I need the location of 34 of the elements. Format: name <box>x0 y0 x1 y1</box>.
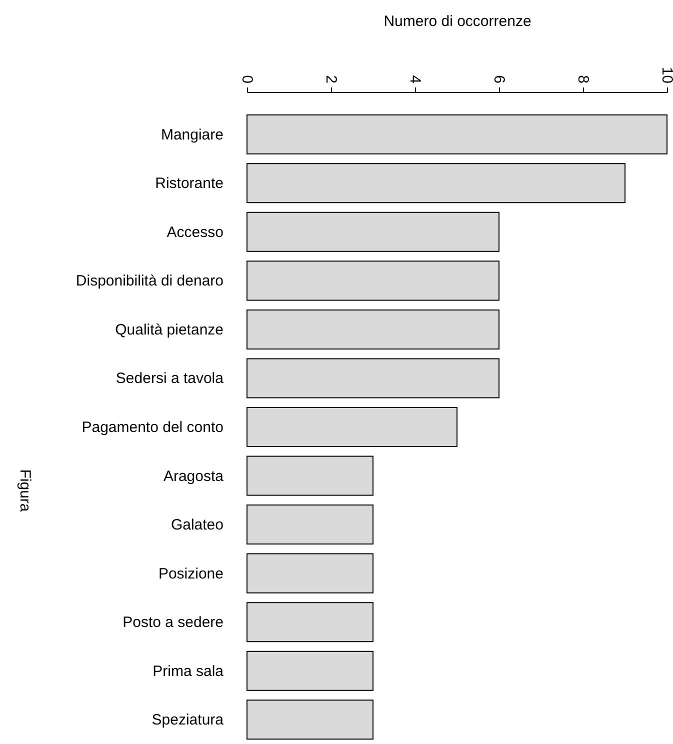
bar <box>246 212 500 252</box>
y-tick-label: Disponibilità di denaro <box>76 272 224 290</box>
y-tick-label: Speziatura <box>152 712 224 729</box>
y-tick-label: Aragosta <box>163 468 224 485</box>
bar <box>246 700 374 740</box>
bar <box>246 602 374 642</box>
x-tick-label: 8 <box>574 75 592 84</box>
bar <box>246 163 626 204</box>
x-tick-label: 2 <box>322 75 340 84</box>
bar <box>246 650 374 691</box>
bar <box>246 456 374 496</box>
y-tick-label: Posizione <box>158 565 224 582</box>
x-axis-title: Numero di occorrenze <box>384 12 532 30</box>
bar <box>246 406 458 448</box>
y-tick-label: Sedersi a tavola <box>116 370 224 388</box>
bar <box>246 260 500 301</box>
bar <box>246 114 668 154</box>
x-tick-label: 6 <box>490 75 508 84</box>
y-axis-title: Figura <box>16 469 34 512</box>
y-tick-label: Pagamento del conto <box>82 419 224 436</box>
bar <box>246 504 374 545</box>
y-tick-label: Prima sala <box>152 662 224 680</box>
x-tick-label: 0 <box>238 75 256 84</box>
bar <box>246 309 500 350</box>
y-tick-label: Galateo <box>170 516 224 534</box>
x-tick-label: 10 <box>658 66 673 84</box>
y-tick-label: Posto a sedere <box>122 614 224 632</box>
x-tick-label: 4 <box>406 75 424 84</box>
y-tick-label: Accesso <box>166 224 224 241</box>
y-tick-label: Ristorante <box>155 175 224 192</box>
y-tick-label: Mangiare <box>160 126 224 144</box>
bar <box>246 553 374 594</box>
bar <box>246 358 500 398</box>
y-tick-label: Qualità pietanze <box>115 321 224 338</box>
